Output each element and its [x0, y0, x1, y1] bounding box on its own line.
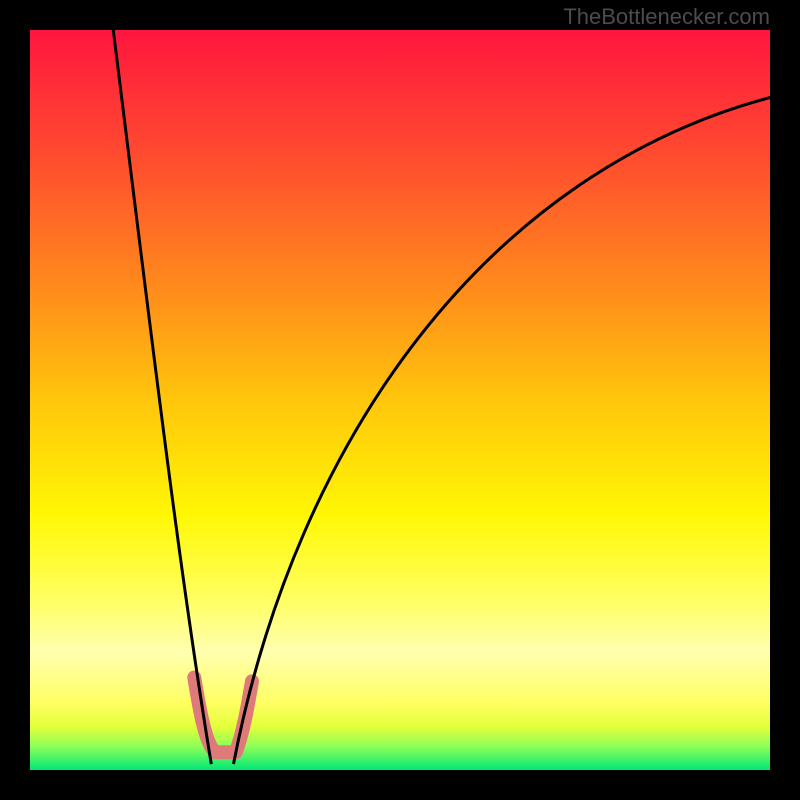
plot-area	[30, 30, 770, 770]
chart-frame: TheBottlenecker.com	[0, 0, 800, 800]
watermark-text: TheBottlenecker.com	[563, 4, 770, 30]
curve-left	[111, 15, 211, 764]
curves-layer	[30, 30, 770, 770]
curve-right	[234, 97, 774, 764]
